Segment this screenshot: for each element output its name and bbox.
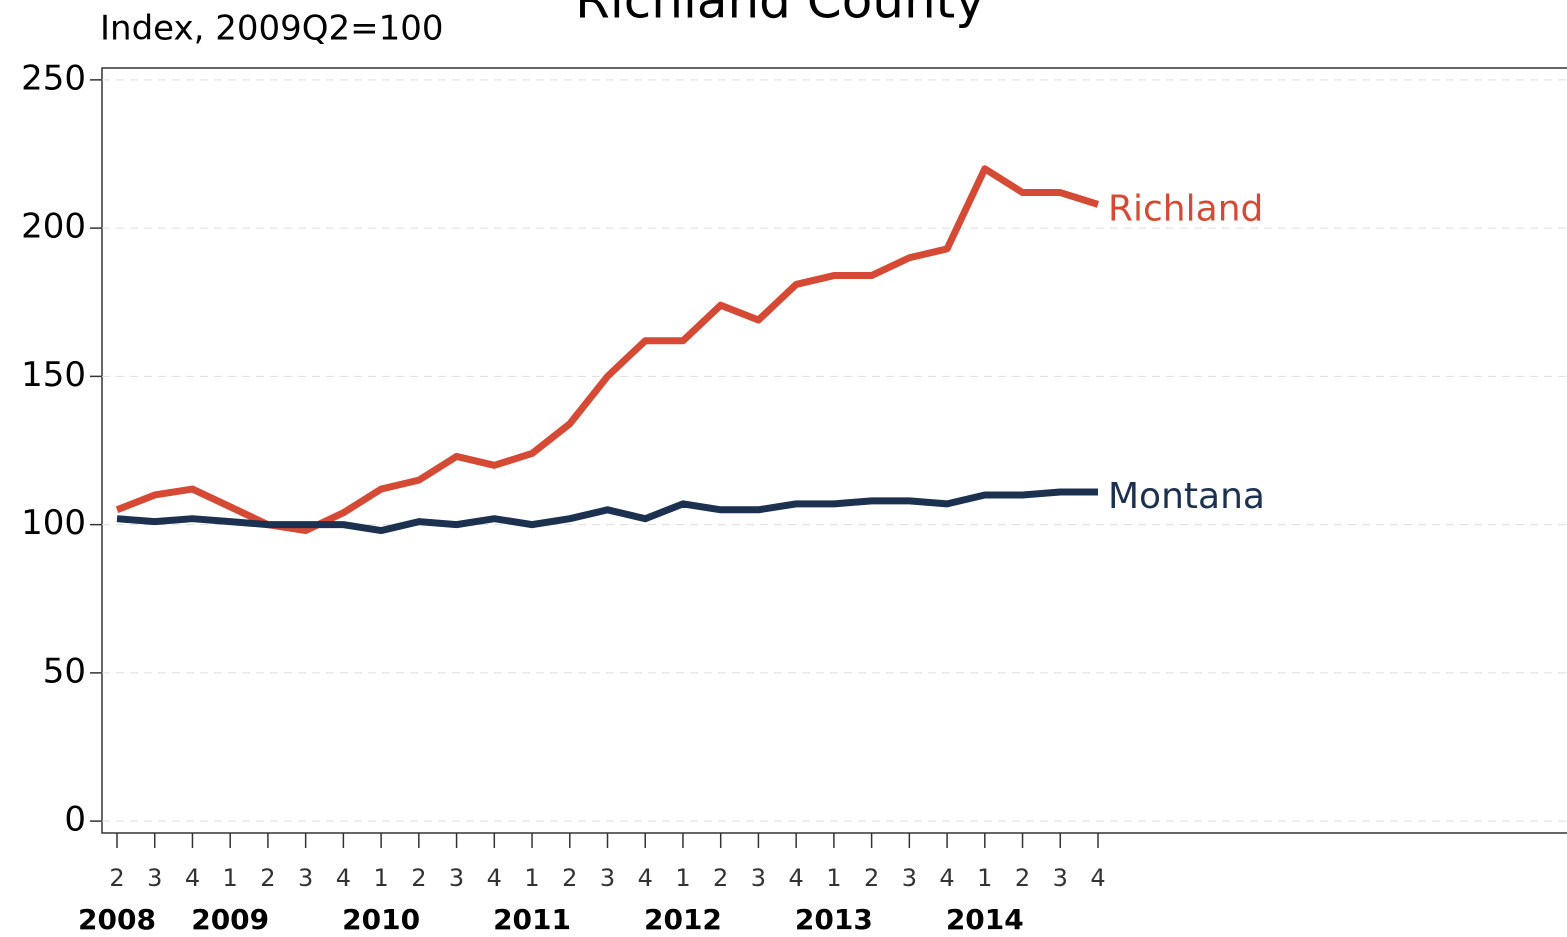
- y-tick-label: 50: [43, 651, 86, 691]
- x-tick-label: 3: [1053, 864, 1068, 892]
- x-tick-label: 2: [260, 864, 275, 892]
- x-tick-label: 1: [223, 864, 238, 892]
- y-tick-label: 100: [21, 503, 86, 543]
- year-label: 2011: [493, 903, 571, 936]
- x-tick-label: 1: [524, 864, 539, 892]
- x-tick-label: 1: [977, 864, 992, 892]
- x-tick-label: 3: [751, 864, 766, 892]
- series-line: [116, 488, 1098, 535]
- year-label: 2014: [946, 903, 1024, 936]
- x-tick-label: 4: [336, 864, 351, 892]
- x-tick-label: 3: [902, 864, 917, 892]
- x-tick-label: 4: [1090, 864, 1105, 892]
- x-tick-label: 4: [185, 864, 200, 892]
- x-tick-label: 1: [826, 864, 841, 892]
- x-tick-label: 3: [147, 864, 162, 892]
- x-tick-label: 2: [562, 864, 577, 892]
- x-tick-label: 3: [449, 864, 464, 892]
- x-tick-label: 2: [109, 864, 124, 892]
- x-tick-label: 4: [638, 864, 653, 892]
- y-tick-label: 150: [21, 355, 86, 395]
- y-tick-label: 250: [21, 58, 86, 98]
- series-label: Montana: [1108, 476, 1265, 517]
- plot-frame: [101, 67, 1567, 834]
- x-tick-label: 4: [939, 864, 954, 892]
- x-tick-label: 2: [713, 864, 728, 892]
- x-tick-label: 1: [373, 864, 388, 892]
- chart-subtitle: Index, 2009Q2=100: [100, 9, 444, 49]
- year-label: 2013: [795, 903, 873, 936]
- series-line: [115, 165, 1100, 535]
- x-tick-label: 2: [411, 864, 426, 892]
- x-tick-label: 1: [675, 864, 690, 892]
- x-tick-label: 3: [298, 864, 313, 892]
- x-tick-label: 2: [864, 864, 879, 892]
- x-tick-label: 4: [789, 864, 804, 892]
- year-label: 2009: [191, 903, 269, 936]
- year-label: 2012: [644, 903, 722, 936]
- series-label: Richland: [1108, 188, 1263, 229]
- year-label: 2008: [78, 903, 156, 936]
- x-tick-label: 3: [600, 864, 615, 892]
- y-tick-label: 0: [64, 800, 86, 840]
- x-tick-label: 4: [487, 864, 502, 892]
- x-tick-label: 2: [1015, 864, 1030, 892]
- year-label: 2010: [342, 903, 420, 936]
- y-tick-label: 200: [21, 207, 86, 247]
- chart-title: Richland County: [575, 0, 985, 30]
